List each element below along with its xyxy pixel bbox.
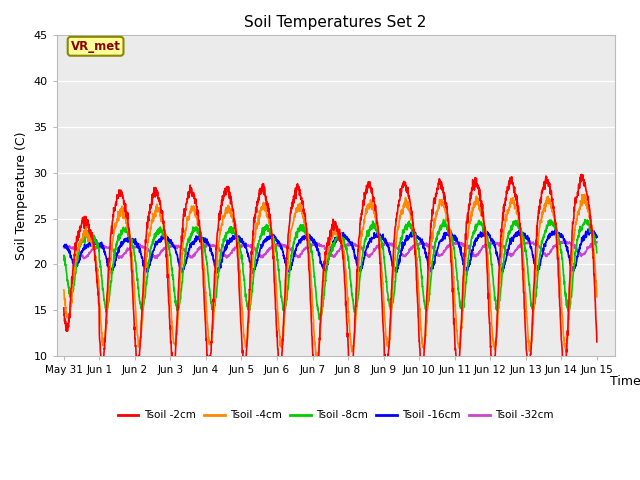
Tsoil -2cm <box>488 368 496 374</box>
Tsoil -4cm <box>159 218 167 224</box>
Tsoil -4cm <box>335 232 343 238</box>
Tsoil -16cm <box>570 266 577 272</box>
X-axis label: Time: Time <box>611 375 640 388</box>
Tsoil -16cm <box>212 271 220 276</box>
Tsoil -16cm <box>159 234 167 240</box>
Tsoil -8cm <box>391 282 399 288</box>
Tsoil -8cm <box>316 317 323 323</box>
Tsoil -32cm <box>593 239 601 245</box>
Tsoil -16cm <box>205 242 213 248</box>
Tsoil -32cm <box>391 243 399 249</box>
Tsoil -2cm <box>391 226 399 232</box>
Tsoil -4cm <box>488 329 496 335</box>
Tsoil -16cm <box>391 264 399 270</box>
Line: Tsoil -16cm: Tsoil -16cm <box>64 228 597 274</box>
Tsoil -8cm <box>489 273 497 279</box>
Line: Tsoil -8cm: Tsoil -8cm <box>64 219 597 320</box>
Tsoil -8cm <box>593 250 601 255</box>
Tsoil -16cm <box>593 234 601 240</box>
Tsoil -4cm <box>205 337 213 343</box>
Tsoil -4cm <box>313 360 321 365</box>
Tsoil -8cm <box>159 228 167 233</box>
Tsoil -2cm <box>312 382 320 388</box>
Tsoil -2cm <box>578 171 586 177</box>
Tsoil -32cm <box>488 240 496 246</box>
Tsoil -32cm <box>205 242 213 248</box>
Y-axis label: Soil Temperature (C): Soil Temperature (C) <box>15 132 28 260</box>
Tsoil -4cm <box>570 236 577 241</box>
Tsoil -4cm <box>391 257 399 263</box>
Tsoil -8cm <box>60 252 68 258</box>
Tsoil -8cm <box>570 267 578 273</box>
Text: VR_met: VR_met <box>70 40 120 53</box>
Tsoil -32cm <box>60 245 68 251</box>
Tsoil -4cm <box>60 287 68 293</box>
Tsoil -4cm <box>593 294 601 300</box>
Line: Tsoil -2cm: Tsoil -2cm <box>64 174 597 385</box>
Tsoil -2cm <box>60 305 68 311</box>
Tsoil -2cm <box>335 227 343 232</box>
Tsoil -32cm <box>159 248 167 253</box>
Tsoil -4cm <box>580 192 588 197</box>
Tsoil -32cm <box>570 243 578 249</box>
Tsoil -8cm <box>440 216 447 222</box>
Tsoil -2cm <box>159 217 167 223</box>
Tsoil -16cm <box>488 237 496 243</box>
Tsoil -8cm <box>335 237 343 243</box>
Tsoil -8cm <box>205 285 213 290</box>
Tsoil -16cm <box>60 243 68 249</box>
Tsoil -32cm <box>80 256 88 262</box>
Legend: Tsoil -2cm, Tsoil -4cm, Tsoil -8cm, Tsoil -16cm, Tsoil -32cm: Tsoil -2cm, Tsoil -4cm, Tsoil -8cm, Tsoi… <box>113 406 558 425</box>
Tsoil -16cm <box>587 225 595 230</box>
Tsoil -2cm <box>593 339 601 345</box>
Tsoil -2cm <box>205 359 213 365</box>
Tsoil -2cm <box>570 216 577 221</box>
Title: Soil Temperatures Set 2: Soil Temperatures Set 2 <box>244 15 427 30</box>
Tsoil -32cm <box>335 247 343 252</box>
Line: Tsoil -32cm: Tsoil -32cm <box>64 240 597 259</box>
Tsoil -32cm <box>561 238 568 243</box>
Tsoil -16cm <box>335 235 343 241</box>
Line: Tsoil -4cm: Tsoil -4cm <box>64 194 597 362</box>
